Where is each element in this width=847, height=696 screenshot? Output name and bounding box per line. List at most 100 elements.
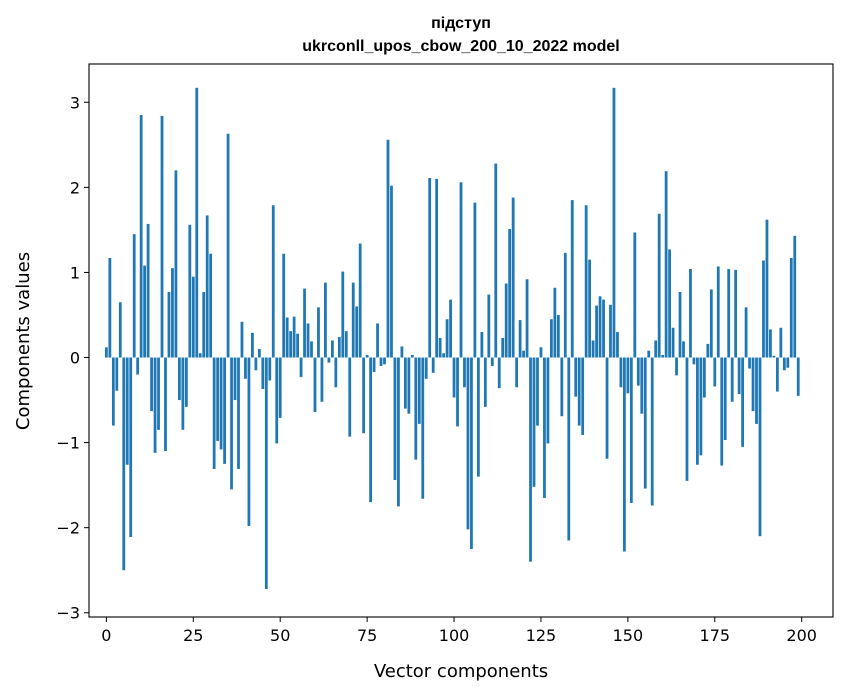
bar-183 bbox=[741, 357, 744, 447]
bar-162 bbox=[668, 249, 671, 358]
bar-52 bbox=[285, 317, 289, 358]
bar-114 bbox=[501, 337, 505, 358]
bar-197 bbox=[789, 257, 793, 358]
bar-23 bbox=[184, 357, 188, 407]
bar-136 bbox=[577, 357, 581, 426]
y-tick-label: −3 bbox=[56, 604, 80, 623]
bar-15 bbox=[157, 357, 160, 430]
bar-47 bbox=[268, 357, 272, 381]
bar-181 bbox=[734, 269, 738, 358]
chart-subtitle: ukrconll_upos_cbow_200_10_2022 model bbox=[302, 38, 619, 55]
y-tick-label: −2 bbox=[56, 519, 80, 538]
bar-103 bbox=[463, 357, 466, 388]
bar-130 bbox=[556, 314, 560, 358]
bar-82 bbox=[390, 185, 393, 358]
bar-122 bbox=[529, 357, 532, 562]
bar-178 bbox=[723, 357, 727, 441]
bar-184 bbox=[744, 307, 748, 358]
bar-87 bbox=[407, 357, 411, 414]
bar-92 bbox=[424, 357, 428, 379]
bar-138 bbox=[584, 205, 588, 358]
bar-157 bbox=[650, 357, 654, 506]
bar-74 bbox=[362, 357, 366, 434]
bar-61 bbox=[317, 307, 320, 358]
bar-158 bbox=[654, 340, 658, 358]
x-tick-label: 75 bbox=[357, 626, 377, 645]
chart-title: підступ bbox=[431, 15, 491, 32]
bar-104 bbox=[466, 357, 470, 530]
bar-166 bbox=[682, 341, 685, 358]
bar-75 bbox=[365, 354, 369, 358]
bar-20 bbox=[174, 170, 178, 358]
bar-133 bbox=[567, 357, 571, 541]
bar-128 bbox=[550, 319, 553, 358]
bar-116 bbox=[508, 229, 512, 358]
bar-10 bbox=[139, 115, 143, 358]
bar-94 bbox=[431, 357, 435, 373]
bar-37 bbox=[233, 357, 237, 401]
bar-78 bbox=[376, 323, 379, 358]
bar-17 bbox=[164, 357, 167, 452]
bar-8 bbox=[132, 234, 136, 358]
bar-51 bbox=[282, 253, 286, 358]
bar-12 bbox=[146, 223, 150, 358]
bar-111 bbox=[490, 357, 494, 367]
bar-163 bbox=[671, 327, 675, 358]
bar-64 bbox=[327, 357, 331, 363]
bar-191 bbox=[769, 329, 772, 358]
bar-175 bbox=[713, 357, 717, 387]
bar-72 bbox=[355, 306, 359, 358]
bar-140 bbox=[591, 340, 595, 358]
y-axis-ticks: −3 −2 −1 0 1 2 3 bbox=[56, 93, 89, 623]
bar-99 bbox=[449, 299, 452, 358]
bar-88 bbox=[410, 354, 414, 358]
bar-29 bbox=[205, 215, 209, 358]
bar-42 bbox=[251, 332, 254, 358]
bar-185 bbox=[748, 357, 751, 369]
x-tick-label: 100 bbox=[439, 626, 470, 645]
bar-79 bbox=[379, 357, 383, 367]
bar-6 bbox=[125, 357, 129, 465]
bar-120 bbox=[522, 350, 525, 358]
bar-86 bbox=[403, 357, 407, 409]
bar-190 bbox=[765, 219, 769, 358]
bar-65 bbox=[330, 340, 334, 358]
bar-27 bbox=[198, 353, 202, 358]
bar-83 bbox=[393, 357, 397, 481]
bar-48 bbox=[271, 205, 275, 358]
bar-67 bbox=[337, 337, 341, 358]
bar-180 bbox=[730, 357, 734, 402]
bar-123 bbox=[532, 357, 536, 487]
bar-41 bbox=[247, 357, 251, 526]
bar-76 bbox=[369, 357, 372, 503]
bar-60 bbox=[313, 357, 317, 412]
bar-46 bbox=[264, 357, 268, 589]
bar-189 bbox=[762, 260, 765, 358]
x-tick-label: 200 bbox=[786, 626, 817, 645]
bar-141 bbox=[595, 305, 598, 358]
bar-30 bbox=[209, 253, 213, 358]
bar-151 bbox=[629, 357, 633, 503]
bar-106 bbox=[473, 202, 477, 358]
bar-97 bbox=[442, 353, 446, 358]
bar-25 bbox=[191, 276, 195, 358]
bar-125 bbox=[539, 347, 543, 358]
bar-18 bbox=[167, 292, 171, 358]
bar-24 bbox=[188, 224, 192, 358]
bar-50 bbox=[278, 357, 282, 418]
bar-150 bbox=[626, 357, 630, 394]
bar-0 bbox=[104, 347, 108, 358]
bar-118 bbox=[515, 357, 519, 388]
bar-143 bbox=[602, 299, 605, 358]
bar-59 bbox=[310, 341, 313, 358]
bar-110 bbox=[487, 294, 491, 358]
bar-129 bbox=[553, 287, 557, 358]
bar-155 bbox=[643, 357, 647, 489]
bar-54 bbox=[292, 316, 296, 358]
bar-121 bbox=[525, 279, 529, 358]
bar-35 bbox=[226, 133, 230, 358]
y-axis-label: Components values bbox=[13, 252, 34, 430]
bar-109 bbox=[483, 357, 487, 407]
bar-187 bbox=[755, 357, 758, 424]
